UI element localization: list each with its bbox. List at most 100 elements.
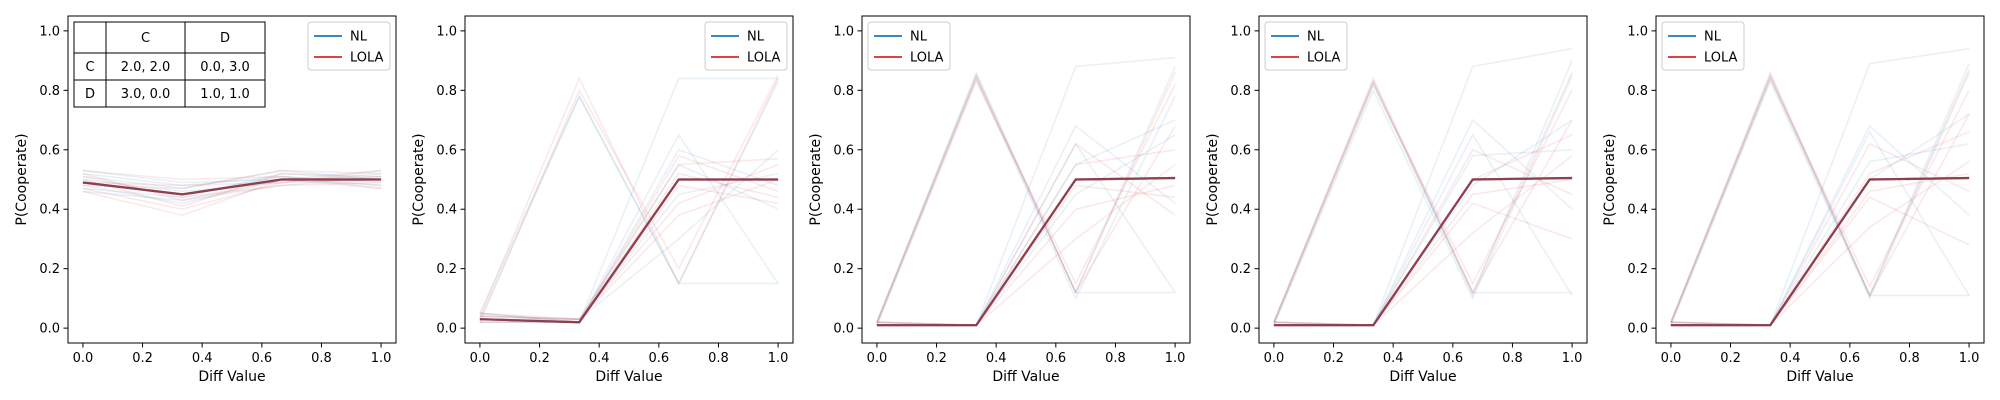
x-tick-label: 0.6 (1839, 351, 1860, 366)
x-tick-label: 0.2 (132, 351, 153, 366)
legend-label-lola: LOLA (747, 51, 781, 66)
legend-box (867, 21, 951, 71)
legend: NL LOLA (867, 21, 951, 71)
x-tick-label: 0.0 (867, 351, 888, 366)
run-line-lola-4 (1273, 82, 1573, 326)
x-tick-label: 0.2 (1720, 351, 1741, 366)
y-tick-label: 0.2 (833, 262, 854, 277)
run-line-lola-7 (82, 172, 382, 202)
y-tick-label: 1.0 (436, 24, 457, 39)
run-line-nl-8 (876, 119, 1176, 327)
y-tick-label: 0.4 (436, 203, 457, 218)
legend-label-lola: LOLA (350, 51, 384, 66)
x-axis-label: Diff Value (198, 369, 265, 385)
y-tick-label: 0.2 (436, 262, 457, 277)
y-tick-label: 0.0 (436, 322, 457, 337)
y-tick-label: 0.6 (39, 143, 60, 158)
y-tick-label: 1.0 (1230, 24, 1251, 39)
y-tick-label: 0.0 (1230, 322, 1251, 337)
x-tick-label: 0.4 (986, 351, 1007, 366)
x-axis-label: Diff Value (1389, 369, 1456, 385)
run-line-lola-4 (82, 175, 382, 217)
run-line-lola-4 (876, 79, 1176, 326)
legend-box (704, 21, 788, 71)
run-line-lola-1 (1273, 72, 1573, 323)
run-line-lola-7 (479, 178, 779, 321)
x-tick-label: 1.0 (1959, 351, 1980, 366)
mean-line-lola (479, 178, 779, 324)
run-line-nl-2 (82, 172, 382, 199)
run-line-lola-7 (876, 76, 1176, 323)
chart-panel-3: 0.0 0.2 0.4 0.6 0.8 1.0 0.0 0.2 0.4 0.6 0.8 1.0 Diff… (808, 15, 1191, 385)
legend-label-nl: NL (910, 30, 928, 45)
run-line-nl-5 (82, 169, 382, 190)
run-line-lola-4 (1670, 76, 1970, 326)
y-tick-label: 0.2 (1627, 262, 1648, 277)
x-tick-label: 0.6 (1442, 351, 1463, 366)
run-line-lola-8 (479, 172, 779, 324)
run-line-lola-6 (82, 169, 382, 190)
x-tick-label: 0.0 (73, 351, 94, 366)
x-tick-label: 0.8 (311, 351, 332, 366)
y-axis-label: P(Cooperate) (411, 133, 427, 225)
chart-panel-2: 0.0 0.2 0.4 0.6 0.8 1.0 0.0 0.2 0.4 0.6 0.8 1.0 Diff… (411, 15, 794, 385)
x-tick-label: 1.0 (768, 351, 789, 366)
x-tick-label: 0.4 (1383, 351, 1404, 366)
run-line-nl-7 (82, 169, 382, 184)
legend: NL LOLA (1264, 21, 1348, 71)
y-tick-label: 0.8 (1230, 84, 1251, 99)
run-line-nl-5 (479, 163, 779, 324)
run-line-lola-5 (82, 175, 382, 199)
run-line-lola-3 (876, 184, 1176, 327)
table-cell: D (85, 87, 95, 102)
legend-label-nl: NL (1307, 30, 1325, 45)
legend-label-lola: LOLA (1307, 51, 1341, 66)
run-line-nl-3 (479, 172, 779, 321)
run-line-nl-4 (82, 178, 382, 205)
run-line-nl-3 (876, 142, 1176, 327)
run-line-lola-3 (1273, 202, 1573, 327)
legend: NL LOLA (307, 21, 391, 71)
x-tick-label: 0.0 (1661, 351, 1682, 366)
y-tick-label: 0.0 (39, 322, 60, 337)
run-line-nl-5 (1670, 113, 1970, 327)
run-line-nl-6 (82, 175, 382, 202)
x-tick-label: 0.6 (648, 351, 669, 366)
run-line-nl-5 (1273, 119, 1573, 327)
chart-panel-1: 0.0 0.2 0.4 0.6 0.8 1.0 0.0 0.2 0.4 0.6 0.8 1.0 Diff… (14, 15, 397, 385)
legend-label-nl: NL (350, 30, 368, 45)
run-line-lola-2 (479, 157, 779, 321)
run-line-nl-6 (479, 94, 779, 320)
chart-panel-4: 0.0 0.2 0.4 0.6 0.8 1.0 0.0 0.2 0.4 0.6 0.8 1.0 Diff… (1205, 15, 1588, 385)
y-tick-label: 0.4 (833, 203, 854, 218)
axes-frame (464, 15, 794, 344)
table-cell: 0.0, 3.0 (200, 60, 250, 75)
run-line-lola-8 (876, 184, 1176, 327)
legend: NL LOLA (704, 21, 788, 71)
x-axis-label: Diff Value (1786, 369, 1853, 385)
run-line-nl-7 (1670, 76, 1970, 323)
x-tick-label: 1.0 (1165, 351, 1186, 366)
x-tick-label: 0.8 (708, 351, 729, 366)
run-line-lola-1 (1670, 69, 1970, 323)
mean-line-lola (876, 176, 1176, 327)
run-line-lola-8 (82, 178, 382, 187)
x-tick-label: 0.6 (251, 351, 272, 366)
run-line-lola-7 (1273, 79, 1573, 323)
y-tick-label: 0.4 (1627, 203, 1648, 218)
run-line-lola-4 (479, 75, 779, 323)
run-line-nl-4 (876, 76, 1176, 326)
legend: NL LOLA (1661, 21, 1745, 71)
y-tick-label: 0.6 (833, 143, 854, 158)
y-axis-label: P(Cooperate) (808, 133, 824, 225)
x-tick-label: 0.2 (1323, 351, 1344, 366)
mean-line-lola (82, 178, 382, 196)
legend-label-lola: LOLA (1704, 51, 1738, 66)
y-tick-label: 1.0 (39, 24, 60, 39)
x-tick-label: 0.4 (192, 351, 213, 366)
x-tick-label: 0.4 (589, 351, 610, 366)
run-line-nl-5 (876, 134, 1176, 327)
y-tick-label: 0.0 (833, 322, 854, 337)
x-tick-label: 0.0 (1264, 351, 1285, 366)
y-tick-label: 1.0 (1627, 24, 1648, 39)
